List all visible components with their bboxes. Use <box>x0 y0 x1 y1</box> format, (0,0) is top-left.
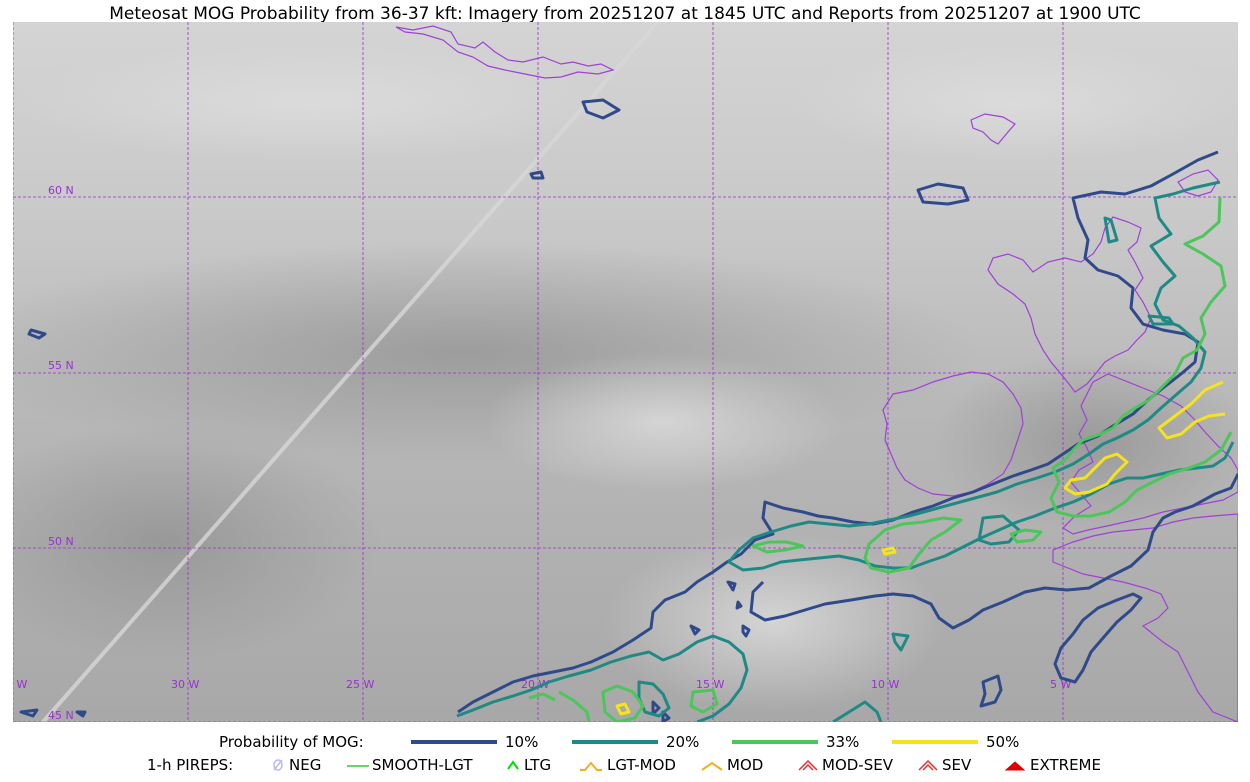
pirep-legend-label: 1-h PIREPS: <box>147 756 234 774</box>
pirep-text-lgt-mod: LGT-MOD <box>607 756 676 774</box>
mog-legend-text-50: 50% <box>986 733 1020 751</box>
mog-legend-text-10: 10% <box>505 733 539 751</box>
lon-label-30w: 30 W <box>171 678 199 691</box>
lat-label-50: 50 N <box>48 535 74 548</box>
contour-50pct <box>615 380 1226 716</box>
pirep-item-lgt-mod: LGT-MOD <box>578 756 676 774</box>
mog-legend-item-10: 10% <box>411 733 538 751</box>
neg-icon <box>273 759 283 771</box>
pirep-text-neg: NEG <box>289 756 322 774</box>
pirep-text-mod: MOD <box>727 756 764 774</box>
ltg-icon <box>507 760 519 770</box>
pirep-item-smooth-lgt: SMOOTH-LGT <box>347 756 473 774</box>
mog-legend-text-33: 33% <box>826 733 860 751</box>
contour-33pct <box>528 196 1233 722</box>
pirep-item-neg: NEG <box>270 756 321 774</box>
contour-20pct <box>456 180 1235 722</box>
swatch-50pct <box>892 740 978 744</box>
pirep-item-ltg: LTG <box>505 756 551 774</box>
lon-label-10w: 10 W <box>871 678 899 691</box>
pirep-text-smooth-lgt: SMOOTH-LGT <box>372 756 473 774</box>
pirep-item-mod: MOD <box>700 756 763 774</box>
lon-label-20w: 20 W <box>521 678 549 691</box>
mog-contours <box>19 98 1238 722</box>
mog-legend-item-50: 50% <box>892 733 1019 751</box>
map-title: Meteosat MOG Probability from 36-37 kft:… <box>109 4 1141 24</box>
mog-legend-text-20: 20% <box>666 733 700 751</box>
pirep-item-extreme: EXTREME <box>1003 756 1101 774</box>
extreme-icon <box>1004 761 1026 771</box>
lat-label-55: 55 N <box>48 359 74 372</box>
lon-label-15w: 15 W <box>696 678 724 691</box>
lon-label-35w: 35 W <box>13 678 27 691</box>
sev-icon <box>918 759 938 771</box>
pirep-item-sev: SEV <box>917 756 971 774</box>
lon-label-5w: 5 W <box>1050 678 1071 691</box>
pirep-item-mod-sev: MOD-SEV <box>797 756 893 774</box>
lgt-mod-icon <box>580 761 602 771</box>
graticule <box>13 22 1238 722</box>
lon-label-25w: 25 W <box>346 678 374 691</box>
lat-label-45: 45 N <box>48 709 74 722</box>
pirep-text-extreme: EXTREME <box>1030 756 1101 774</box>
contour-10pct <box>19 98 1238 722</box>
pirep-text-mod-sev: MOD-SEV <box>822 756 893 774</box>
mog-legend-label: Probability of MOG: <box>219 733 364 751</box>
pirep-text-sev: SEV <box>942 756 972 774</box>
satellite-swath-line <box>41 22 660 722</box>
satellite-map: 60 N 55 N 50 N 45 N 35 W 30 W 25 W 20 W … <box>13 22 1238 722</box>
mog-legend-item-33: 33% <box>732 733 859 751</box>
swatch-20pct <box>572 740 658 744</box>
lat-label-60: 60 N <box>48 184 74 197</box>
mod-icon <box>701 761 723 771</box>
swatch-33pct <box>732 740 818 744</box>
pirep-text-ltg: LTG <box>524 756 552 774</box>
swatch-10pct <box>411 740 497 744</box>
smooth-lgt-icon <box>347 765 369 767</box>
mod-sev-icon <box>798 759 818 771</box>
mog-legend-item-20: 20% <box>572 733 699 751</box>
